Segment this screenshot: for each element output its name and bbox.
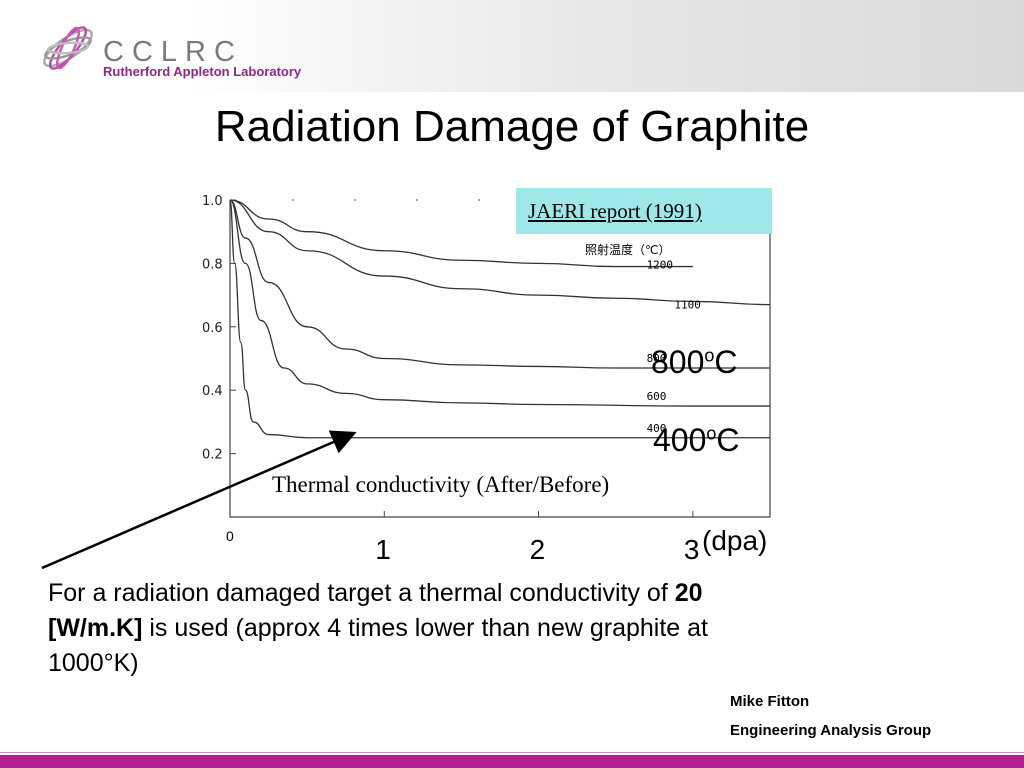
chart-ticks: 0.2 0.4 0.6 0.8 1.0 0 1 2 3 bbox=[202, 194, 699, 565]
annotation-400-value: 400 bbox=[653, 422, 707, 458]
annotation-unit: C bbox=[716, 422, 740, 458]
y-tick-label: 0.6 bbox=[202, 321, 223, 336]
annotation-400c: 400oC bbox=[653, 422, 740, 459]
y-tick-label: 0.2 bbox=[202, 448, 223, 463]
series-line-600 bbox=[229, 199, 770, 407]
source-highlight bbox=[516, 188, 772, 234]
y-tick-label: 0.8 bbox=[202, 257, 223, 272]
series-label-1100: 1100 bbox=[674, 299, 701, 312]
degree-mark: o bbox=[706, 423, 717, 444]
series-line-1200 bbox=[229, 199, 693, 268]
y-tick-label: 0.4 bbox=[202, 384, 223, 399]
body-tail: is used (approx 4 times lower than new g… bbox=[48, 614, 708, 677]
source-label: JAERI report (1991) bbox=[528, 199, 702, 223]
series-line-800 bbox=[229, 199, 770, 369]
logo-subtitle: Rutherford Appleton Laboratory bbox=[103, 64, 302, 79]
legend-header: 照射温度（℃） bbox=[585, 242, 670, 257]
group-name: Engineering Analysis Group bbox=[730, 722, 932, 739]
series-label-800: 800 bbox=[647, 352, 667, 365]
plot-frame bbox=[229, 200, 771, 518]
x-tick-label: 1 bbox=[375, 534, 391, 565]
x-tick-label: 2 bbox=[530, 534, 546, 565]
header-band bbox=[0, 0, 1024, 92]
logo-name: CCLRC bbox=[103, 36, 243, 68]
cclrc-logo-icon bbox=[43, 26, 93, 70]
series-label-400: 400 bbox=[647, 422, 667, 435]
degree-mark: o bbox=[704, 345, 715, 366]
y-tick-label: 1.0 bbox=[202, 194, 223, 209]
chart-series-labels: 1200 1100 800 600 400 bbox=[647, 259, 701, 435]
chart-title: Thermal conductivity (After/Before) bbox=[272, 472, 609, 497]
body-text: For a radiation damaged target a thermal… bbox=[48, 576, 748, 681]
annotation-800c: 800oC bbox=[651, 344, 738, 381]
annotation-unit: C bbox=[714, 344, 738, 380]
author-name: Mike Fitton bbox=[730, 693, 810, 710]
chart-series bbox=[229, 199, 771, 439]
slide-title: Radiation Damage of Graphite bbox=[214, 102, 810, 151]
x-axis-label: (dpa) bbox=[702, 525, 767, 556]
thermal-conductivity-chart: 1200 1100 800 600 400 0.2 0.4 0.6 0.8 1.0 0 1 2 3 照射… bbox=[202, 194, 771, 565]
annotation-800-value: 800 bbox=[651, 344, 705, 380]
series-label-1200: 1200 bbox=[647, 259, 674, 272]
series-line-1100 bbox=[229, 199, 771, 306]
body-lead: For a radiation damaged target a thermal… bbox=[48, 579, 675, 607]
body-bold-value: 20 [W/m.K] bbox=[48, 579, 703, 642]
x-tick-label: 3 bbox=[684, 534, 700, 565]
series-label-600: 600 bbox=[647, 390, 667, 403]
footer-divider bbox=[0, 752, 1024, 753]
footer-bar bbox=[0, 755, 1024, 768]
series-line-400 bbox=[229, 199, 770, 439]
chart-axes bbox=[229, 199, 771, 518]
x-tick-label: 0 bbox=[226, 528, 234, 544]
